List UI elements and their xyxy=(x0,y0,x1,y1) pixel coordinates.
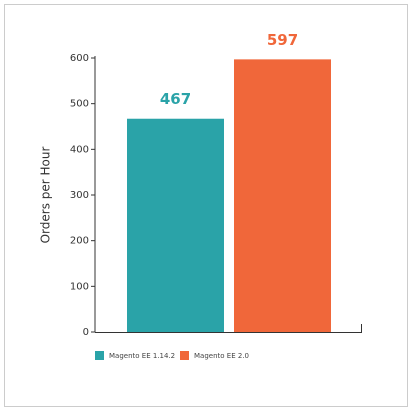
y-tick-label: 400 xyxy=(70,144,89,155)
y-tick-label: 500 xyxy=(70,99,89,110)
y-tick-label: 600 xyxy=(70,53,89,64)
value-label: 467 xyxy=(160,90,191,108)
y-tick-label: 0 xyxy=(83,327,89,338)
legend-swatch xyxy=(180,351,189,360)
legend-swatch xyxy=(95,351,104,360)
y-tick-label: 300 xyxy=(70,190,89,201)
y-tick-label: 100 xyxy=(70,281,89,292)
value-label: 597 xyxy=(267,31,298,49)
bar xyxy=(234,59,331,333)
y-axis-label: Orders per Hour xyxy=(39,147,53,244)
bar xyxy=(127,118,224,332)
y-tick-label: 200 xyxy=(70,236,89,247)
legend-label: Magento EE 2.0 xyxy=(194,352,249,360)
legend-label: Magento EE 1.14.2 xyxy=(109,352,175,360)
